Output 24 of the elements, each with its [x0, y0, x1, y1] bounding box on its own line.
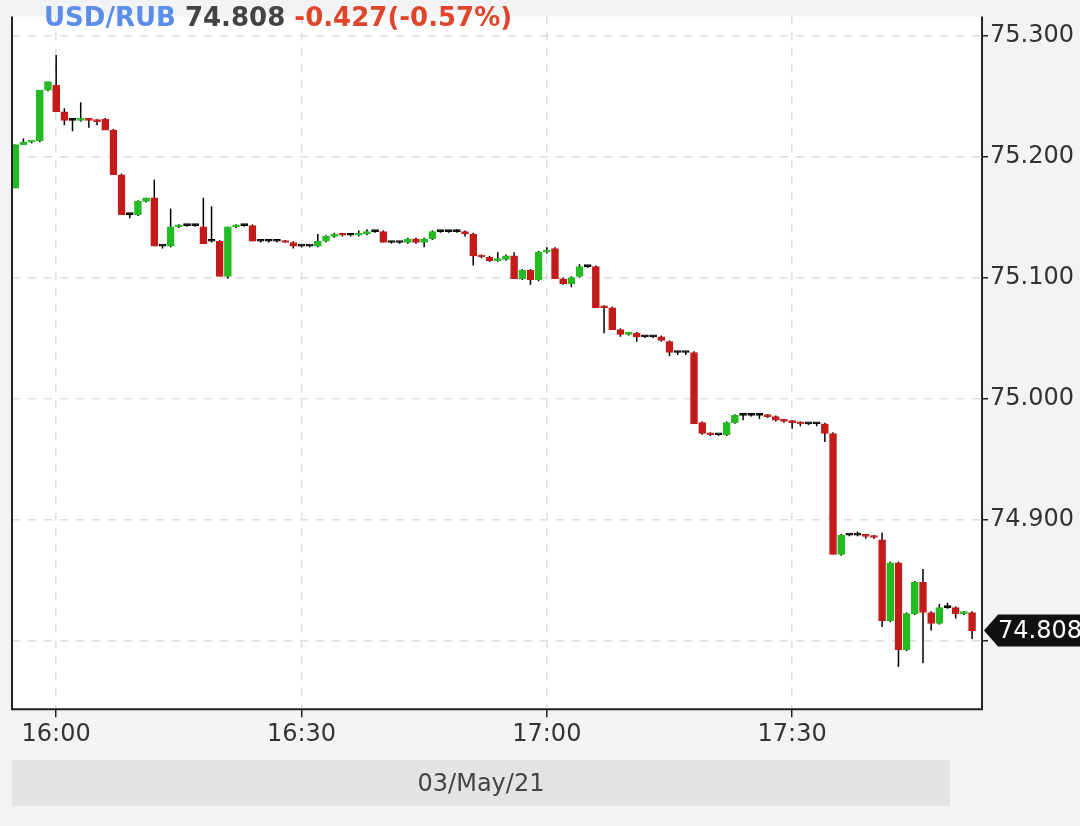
- annotation: -0.427(-0.57%): [294, 2, 513, 32]
- candlestick: [935, 603, 944, 626]
- candlestick: [837, 533, 846, 557]
- candlestick: [510, 251, 518, 280]
- candlestick: [968, 610, 976, 640]
- candlestick: [927, 610, 935, 632]
- candlestick: [85, 117, 93, 129]
- text: 74.808: [998, 615, 1080, 644]
- y-tick-label: 75.200: [990, 140, 1075, 169]
- x-tick-label: 16:30: [266, 718, 337, 747]
- x-tick-label: 17:30: [757, 718, 827, 747]
- chart-title: USD/RUB: [44, 2, 176, 32]
- candlestick: [788, 419, 796, 430]
- x-tick-label: 16:00: [21, 718, 91, 747]
- candlestick: [600, 304, 608, 334]
- x-tick-label: 17:00: [512, 718, 582, 747]
- y-tick-label: 74.900: [990, 503, 1075, 532]
- y-tick-label: 75.300: [990, 19, 1075, 48]
- y-tick-label: 75.100: [990, 261, 1075, 290]
- x-axis-title: 03/May/21: [12, 760, 950, 806]
- candlestick: [821, 421, 829, 443]
- y-tick-label: 75.000: [990, 382, 1075, 411]
- candlestick: [207, 205, 216, 244]
- chart-subtitle: 74.808: [184, 2, 286, 32]
